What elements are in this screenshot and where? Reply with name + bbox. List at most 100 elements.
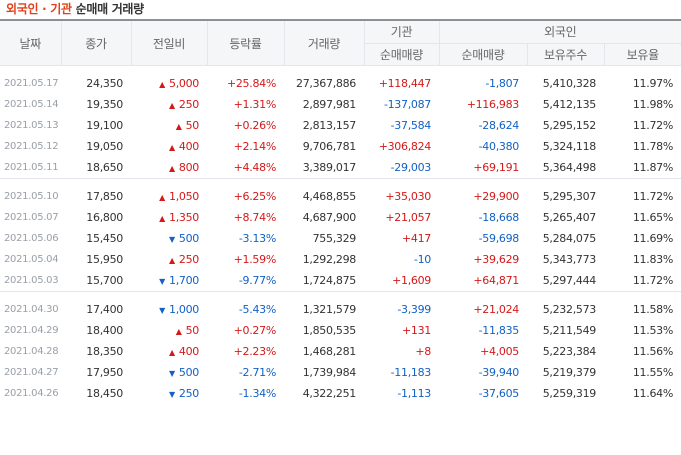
volume-cell: 9,706,781 bbox=[302, 140, 357, 153]
rate-cell: +2.14% bbox=[233, 140, 277, 153]
change-cell: ▲ 250 bbox=[131, 94, 207, 115]
foreign-net-cell: -1,807 bbox=[485, 77, 519, 90]
change-cell: ▼ 500 bbox=[131, 362, 207, 383]
rate-cell: -9.77% bbox=[238, 274, 276, 287]
change-value: 400 bbox=[178, 345, 199, 358]
close-cell: 18,450 bbox=[86, 387, 123, 400]
down-triangle-icon: ▼ bbox=[169, 390, 175, 399]
down-triangle-icon: ▼ bbox=[169, 369, 175, 378]
close-cell: 17,950 bbox=[86, 366, 123, 379]
close-cell: 17,850 bbox=[86, 190, 123, 203]
inst-net-cell: -11,183 bbox=[390, 366, 432, 379]
change-cell: ▲ 250 bbox=[131, 249, 207, 270]
header-institution: 기관 bbox=[363, 19, 440, 44]
inst-net-cell: +131 bbox=[401, 324, 431, 337]
change-cell: ▲ 800 bbox=[131, 157, 207, 179]
date-cell: 2021.05.13 bbox=[4, 120, 59, 131]
table-row: 2021.04.27 17,950 ▼ 500 -2.71% 1,739,984 -11,1… bbox=[0, 362, 681, 383]
foreign-holding-cell: 5,259,319 bbox=[542, 387, 597, 400]
change-value: 250 bbox=[178, 387, 199, 400]
close-cell: 24,350 bbox=[86, 77, 123, 90]
table-header: 날짜 종가 전일비 등락률 거래량 기관 외국인 순매매량 순매매량 보유주수 … bbox=[0, 19, 681, 66]
table-row: 2021.04.28 18,350 ▲ 400 +2.23% 1,468,281 +8 +4,… bbox=[0, 341, 681, 362]
volume-cell: 2,897,981 bbox=[302, 98, 357, 111]
table-row: 2021.04.30 17,400 ▼ 1,000 -5.43% 1,321,579 -3,… bbox=[0, 299, 681, 320]
foreign-net-cell: +4,005 bbox=[480, 345, 519, 358]
header-foreign: 외국인 bbox=[438, 19, 681, 44]
change-value: 400 bbox=[178, 140, 199, 153]
table-row: 2021.05.10 17,850 ▲ 1,050 +6.25% 4,468,855 +35… bbox=[0, 186, 681, 207]
change-cell: ▼ 1,000 bbox=[131, 299, 207, 320]
rate-cell: +1.59% bbox=[233, 253, 277, 266]
foreign-holding-cell: 5,265,407 bbox=[542, 211, 597, 224]
close-cell: 19,050 bbox=[86, 140, 123, 153]
inst-net-cell: -3,399 bbox=[397, 303, 431, 316]
change-cell: ▼ 250 bbox=[131, 383, 207, 404]
table-row: 2021.05.04 15,950 ▲ 250 +1.59% 1,292,298 -10 +3… bbox=[0, 249, 681, 270]
foreign-ratio-cell: 11.72% bbox=[632, 274, 674, 287]
change-value: 1,050 bbox=[169, 190, 199, 203]
close-cell: 18,400 bbox=[86, 324, 123, 337]
foreign-ratio-cell: 11.58% bbox=[632, 303, 674, 316]
foreign-holding-cell: 5,410,328 bbox=[542, 77, 597, 90]
foreign-holding-cell: 5,343,773 bbox=[542, 253, 597, 266]
inst-net-cell: -37,584 bbox=[390, 119, 432, 132]
volume-cell: 27,367,886 bbox=[296, 77, 356, 90]
header-foreign-net: 순매매량 bbox=[438, 42, 528, 66]
foreign-ratio-cell: 11.64% bbox=[632, 387, 674, 400]
header-change: 전일비 bbox=[130, 19, 208, 66]
date-cell: 2021.05.14 bbox=[4, 99, 59, 110]
close-cell: 15,450 bbox=[86, 232, 123, 245]
foreign-ratio-cell: 11.55% bbox=[632, 366, 674, 379]
inst-net-cell: -10 bbox=[413, 253, 431, 266]
inst-net-cell: +8 bbox=[415, 345, 431, 358]
date-cell: 2021.05.17 bbox=[4, 78, 59, 89]
change-cell: ▼ 500 bbox=[131, 228, 207, 249]
rate-cell: -3.13% bbox=[238, 232, 276, 245]
foreign-holding-cell: 5,219,379 bbox=[542, 366, 597, 379]
table-row: 2021.05.07 16,800 ▲ 1,350 +8.74% 4,687,900 +21… bbox=[0, 207, 681, 228]
close-cell: 15,950 bbox=[86, 253, 123, 266]
rate-cell: +2.23% bbox=[233, 345, 277, 358]
rate-cell: -5.43% bbox=[238, 303, 276, 316]
up-triangle-icon: ▲ bbox=[169, 348, 175, 357]
table-body: 2021.05.17 24,350 ▲ 5,000 +25.84% 27,367,886 +… bbox=[0, 66, 681, 405]
foreign-ratio-cell: 11.97% bbox=[632, 77, 674, 90]
date-cell: 2021.04.30 bbox=[4, 304, 59, 315]
change-value: 1,350 bbox=[169, 211, 199, 224]
inst-net-cell: +21,057 bbox=[385, 211, 431, 224]
change-value: 1,000 bbox=[169, 303, 199, 316]
foreign-holding-cell: 5,412,135 bbox=[542, 98, 597, 111]
date-cell: 2021.05.07 bbox=[4, 212, 59, 223]
foreign-ratio-cell: 11.98% bbox=[632, 98, 674, 111]
change-value: 500 bbox=[178, 366, 199, 379]
up-triangle-icon: ▲ bbox=[175, 327, 182, 336]
date-cell: 2021.05.03 bbox=[4, 275, 59, 286]
header-inst-net: 순매매량 bbox=[363, 42, 440, 66]
volume-cell: 1,468,281 bbox=[302, 345, 357, 358]
close-cell: 19,350 bbox=[86, 98, 123, 111]
inst-net-cell: +417 bbox=[401, 232, 431, 245]
date-cell: 2021.05.11 bbox=[4, 162, 59, 173]
inst-net-cell: -137,087 bbox=[383, 98, 431, 111]
foreign-holding-cell: 5,364,498 bbox=[542, 161, 597, 174]
change-value: 800 bbox=[178, 161, 199, 174]
change-value: 500 bbox=[178, 232, 199, 245]
table-row: 2021.05.13 19,100 ▲ 50 +0.26% 2,813,157 -37,58… bbox=[0, 115, 681, 136]
foreign-ratio-cell: 11.72% bbox=[632, 190, 674, 203]
change-cell: ▲ 1,050 bbox=[131, 186, 207, 207]
foreign-net-cell: +39,629 bbox=[473, 253, 519, 266]
foreign-net-cell: +29,900 bbox=[473, 190, 519, 203]
close-cell: 18,350 bbox=[86, 345, 123, 358]
volume-cell: 3,389,017 bbox=[302, 161, 357, 174]
up-triangle-icon: ▲ bbox=[159, 214, 165, 223]
date-cell: 2021.05.06 bbox=[4, 233, 59, 244]
foreign-holding-cell: 5,295,307 bbox=[542, 190, 597, 203]
rate-cell: +0.26% bbox=[233, 119, 277, 132]
close-cell: 16,800 bbox=[86, 211, 123, 224]
foreign-holding-cell: 5,223,384 bbox=[542, 345, 597, 358]
date-cell: 2021.04.28 bbox=[4, 346, 59, 357]
volume-cell: 1,321,579 bbox=[302, 303, 357, 316]
up-triangle-icon: ▲ bbox=[169, 164, 175, 173]
change-value: 50 bbox=[185, 324, 200, 337]
